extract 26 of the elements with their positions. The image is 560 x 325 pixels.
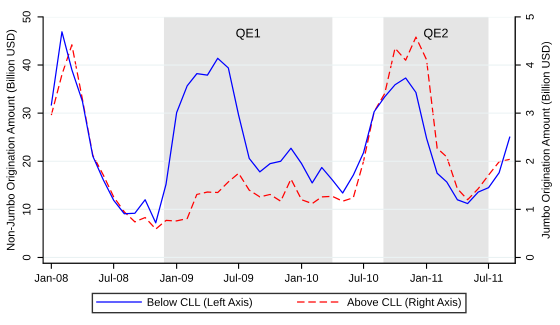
- y2-tick-label: 1: [526, 206, 534, 212]
- y-tick-label: 0: [22, 254, 31, 260]
- y-tick-label: 20: [22, 156, 31, 167]
- y-tick-label: 50: [22, 11, 31, 23]
- x-tick-label: Jul-08: [98, 274, 128, 282]
- y2-tick-label: 2: [526, 158, 534, 164]
- y2-tick-label: 0: [526, 254, 534, 260]
- x-tick-label: Jul-09: [224, 274, 254, 282]
- x-tick-label: Jan-09: [160, 274, 194, 282]
- legend-label: Below CLL (Left Axis): [148, 298, 252, 308]
- x-tick-label: Jan-11: [410, 274, 443, 282]
- x-tick-label: Jul-10: [348, 274, 378, 282]
- y-tick-label: 30: [22, 107, 31, 119]
- x-tick-label: Jan-10: [284, 274, 318, 282]
- legend-label: Above CLL (Right Axis): [347, 298, 461, 308]
- y2-tick-label: 4: [526, 62, 534, 68]
- y2-tick-label: 3: [526, 110, 534, 116]
- band-label: QE2: [424, 28, 448, 40]
- y-tick-label: 40: [22, 59, 31, 71]
- y2-tick-label: 5: [526, 14, 534, 20]
- band-label: QE1: [236, 28, 260, 40]
- x-tick-label: Jul-11: [474, 274, 503, 282]
- y-axis-title: Non-Jumbo Origination Amount (Billion USD): [6, 30, 17, 250]
- y-tick-label: 10: [22, 204, 31, 215]
- y2-axis-title: Jumbo Origination Amount (Billion USD): [542, 42, 552, 239]
- x-tick-label: Jan-08: [34, 274, 68, 282]
